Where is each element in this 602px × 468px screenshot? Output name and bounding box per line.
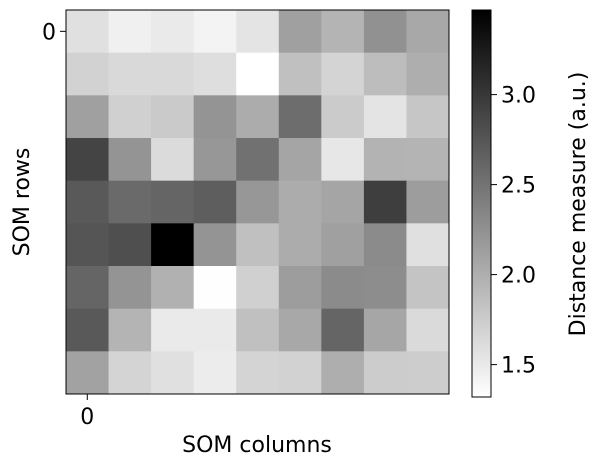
heatmap-cell-r1-c1 xyxy=(108,52,152,96)
heatmap-cell-r7-c2 xyxy=(151,308,195,352)
heatmap-cell-r4-c8 xyxy=(406,180,450,224)
heatmap-cell-r6-c1 xyxy=(108,266,152,310)
heatmap-cell-r4-c1 xyxy=(108,180,152,224)
heatmap-cell-r5-c3 xyxy=(193,223,237,267)
heatmap-cell-r2-c5 xyxy=(278,95,322,139)
heatmap-cell-r0-c3 xyxy=(193,10,237,54)
heatmap-cell-r1-c4 xyxy=(236,52,280,96)
x-axis-ticks: 0 xyxy=(80,394,94,430)
heatmap-cell-r6-c5 xyxy=(278,266,322,310)
heatmap-cell-r3-c1 xyxy=(108,138,152,182)
heatmap-cell-r5-c6 xyxy=(321,223,365,267)
colorbar-tick-label: 2.0 xyxy=(501,264,536,289)
heatmap-frame xyxy=(65,9,450,395)
heatmap-cell-r5-c2 xyxy=(151,223,195,267)
heatmap-cell-r4-c5 xyxy=(278,180,322,224)
heatmap-cell-r5-c4 xyxy=(236,223,280,267)
colorbar xyxy=(471,9,492,398)
heatmap-cell-r3-c6 xyxy=(321,138,365,182)
heatmap-cell-r0-c6 xyxy=(321,10,365,54)
heatmap-cell-r2-c7 xyxy=(363,95,407,139)
heatmap-cell-r8-c4 xyxy=(236,351,280,395)
heatmap-cell-r0-c8 xyxy=(406,10,450,54)
x-tick-label: 0 xyxy=(80,405,94,430)
heatmap-cell-r2-c4 xyxy=(236,95,280,139)
heatmap-cell-r4-c2 xyxy=(151,180,195,224)
heatmap-cell-r5-c7 xyxy=(363,223,407,267)
heatmap-cell-r4-c6 xyxy=(321,180,365,224)
heatmap-cell-r6-c2 xyxy=(151,266,195,310)
heatmap-cell-r7-c0 xyxy=(66,308,110,352)
heatmap-cell-r1-c6 xyxy=(321,52,365,96)
heatmap-cell-r0-c5 xyxy=(278,10,322,54)
heatmap-cell-r8-c2 xyxy=(151,351,195,395)
heatmap-cell-r6-c0 xyxy=(66,266,110,310)
heatmap-cell-r7-c3 xyxy=(193,308,237,352)
heatmap-cell-r2-c1 xyxy=(108,95,152,139)
heatmap-cell-r6-c3 xyxy=(193,266,237,310)
heatmap-cell-r1-c3 xyxy=(193,52,237,96)
heatmap-cell-r8-c7 xyxy=(363,351,407,395)
heatmap-cell-r0-c2 xyxy=(151,10,195,54)
heatmap-cell-r8-c5 xyxy=(278,351,322,395)
colorbar-tick-label: 3.0 xyxy=(501,84,536,109)
heatmap-cell-r1-c7 xyxy=(363,52,407,96)
heatmap-cell-r4-c0 xyxy=(66,180,110,224)
heatmap-cell-r8-c8 xyxy=(406,351,450,395)
colorbar-tick-label: 2.5 xyxy=(501,174,536,199)
y-tick-label: 0 xyxy=(42,20,56,45)
heatmap-cell-r7-c1 xyxy=(108,308,152,352)
heatmap-cell-r7-c4 xyxy=(236,308,280,352)
heatmap-cell-r0-c4 xyxy=(236,10,280,54)
heatmap-cell-r8-c1 xyxy=(108,351,152,395)
heatmap-cells xyxy=(66,10,450,395)
heatmap-cell-r2-c2 xyxy=(151,95,195,139)
heatmap-cell-r6-c4 xyxy=(236,266,280,310)
colorbar-label: Distance measure (a.u.) xyxy=(566,72,591,337)
heatmap-cell-r1-c5 xyxy=(278,52,322,96)
heatmap-cell-r3-c3 xyxy=(193,138,237,182)
heatmap-cell-r0-c1 xyxy=(108,10,152,54)
heatmap-cell-r4-c7 xyxy=(363,180,407,224)
heatmap-cell-r1-c8 xyxy=(406,52,450,96)
heatmap-cell-r7-c5 xyxy=(278,308,322,352)
colorbar-ticks: 1.5 2.0 2.5 3.0 xyxy=(491,84,536,379)
heatmap-cell-r6-c7 xyxy=(363,266,407,310)
heatmap-cell-r2-c6 xyxy=(321,95,365,139)
heatmap-cell-r5-c0 xyxy=(66,223,110,267)
heatmap-cell-r3-c7 xyxy=(363,138,407,182)
heatmap-cell-r3-c5 xyxy=(278,138,322,182)
heatmap-cell-r7-c6 xyxy=(321,308,365,352)
heatmap-cell-r8-c6 xyxy=(321,351,365,395)
heatmap-cell-r3-c8 xyxy=(406,138,450,182)
heatmap-cell-r1-c2 xyxy=(151,52,195,96)
heatmap-cell-r8-c0 xyxy=(66,351,110,395)
heatmap-cell-r4-c4 xyxy=(236,180,280,224)
heatmap-cell-r5-c1 xyxy=(108,223,152,267)
heatmap-cell-r3-c4 xyxy=(236,138,280,182)
heatmap-cell-r3-c2 xyxy=(151,138,195,182)
y-axis-ticks: 0 xyxy=(42,20,66,45)
heatmap-cell-r2-c8 xyxy=(406,95,450,139)
x-axis-label: SOM columns xyxy=(182,433,332,458)
heatmap-cell-r5-c5 xyxy=(278,223,322,267)
heatmap-cell-r2-c3 xyxy=(193,95,237,139)
heatmap-cell-r7-c7 xyxy=(363,308,407,352)
colorbar-tick-label: 1.5 xyxy=(501,354,536,379)
heatmap-cell-r7-c8 xyxy=(406,308,450,352)
heatmap-cell-r0-c7 xyxy=(363,10,407,54)
y-axis-label: SOM rows xyxy=(10,148,35,257)
heatmap-cell-r0-c0 xyxy=(66,10,110,54)
heatmap-cell-r4-c3 xyxy=(193,180,237,224)
heatmap-cell-r2-c0 xyxy=(66,95,110,139)
heatmap-cell-r6-c6 xyxy=(321,266,365,310)
heatmap-cell-r5-c8 xyxy=(406,223,450,267)
heatmap-cell-r6-c8 xyxy=(406,266,450,310)
heatmap-cell-r3-c0 xyxy=(66,138,110,182)
heatmap-cell-r1-c0 xyxy=(66,52,110,96)
heatmap-cell-r8-c3 xyxy=(193,351,237,395)
